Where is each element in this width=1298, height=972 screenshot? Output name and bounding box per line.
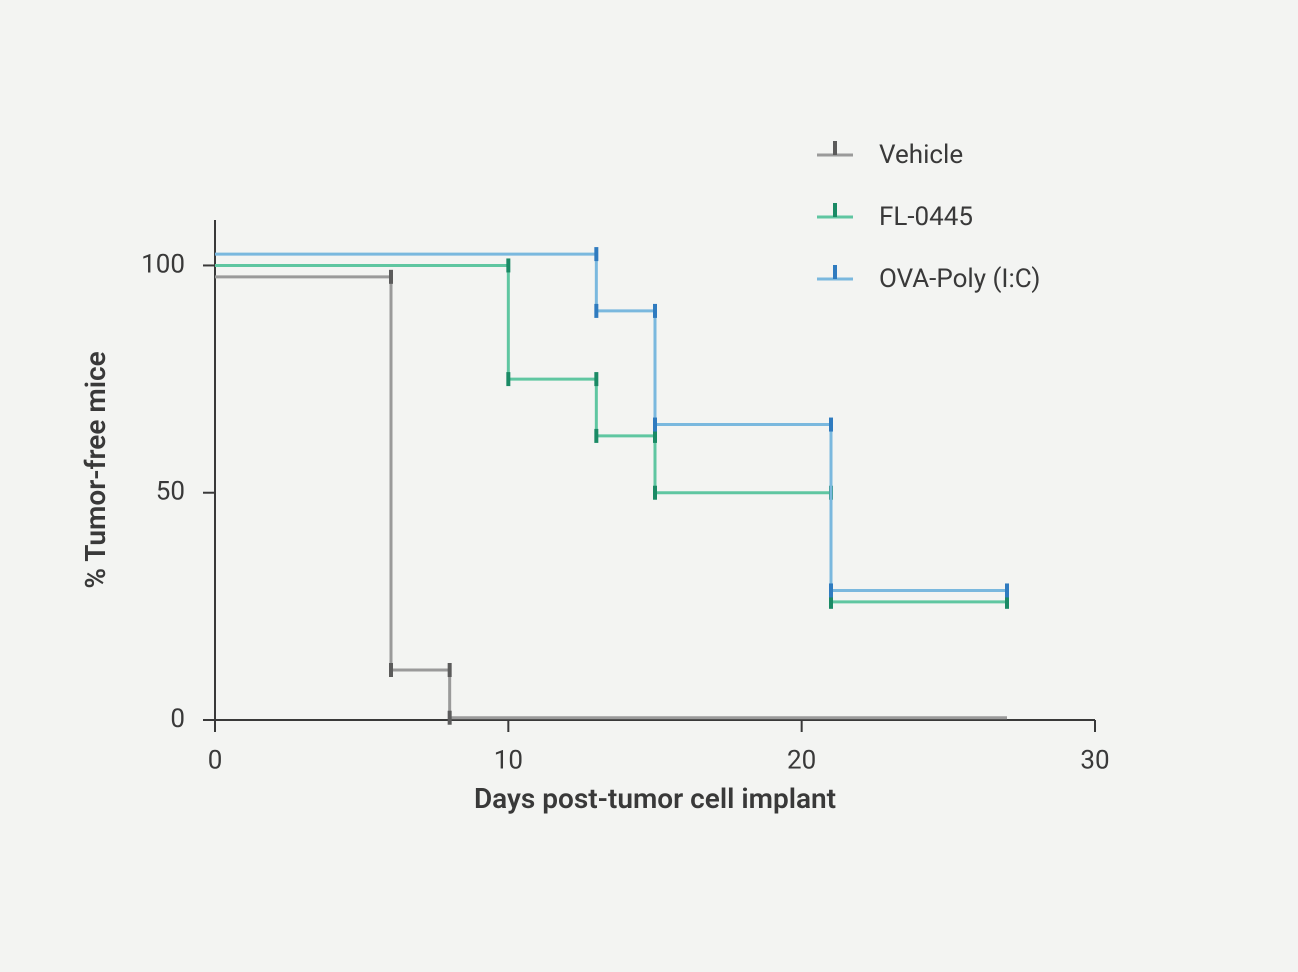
- x-axis-title: Days post-tumor cell implant: [474, 782, 836, 815]
- y-tick-label: 50: [156, 477, 185, 507]
- y-tick-label: 0: [170, 704, 185, 734]
- legend-label: FL-0445: [879, 202, 973, 232]
- x-tick-label: 0: [208, 745, 223, 775]
- legend-label: OVA-Poly (I:C): [879, 264, 1040, 294]
- y-tick-label: 100: [141, 249, 185, 279]
- chart-svg: 0 10 20 30 Days post-tumor cell implant 0 50 10…: [0, 0, 1298, 972]
- x-tick-label: 10: [494, 745, 523, 775]
- x-tick-label: 30: [1080, 745, 1109, 775]
- chart-background: [0, 0, 1298, 972]
- y-axis-title: % Tumor-free mice: [79, 351, 112, 588]
- x-tick-label: 20: [787, 745, 816, 775]
- legend-label: Vehicle: [879, 140, 963, 170]
- survival-chart: 0 10 20 30 Days post-tumor cell implant 0 50 10…: [0, 0, 1298, 972]
